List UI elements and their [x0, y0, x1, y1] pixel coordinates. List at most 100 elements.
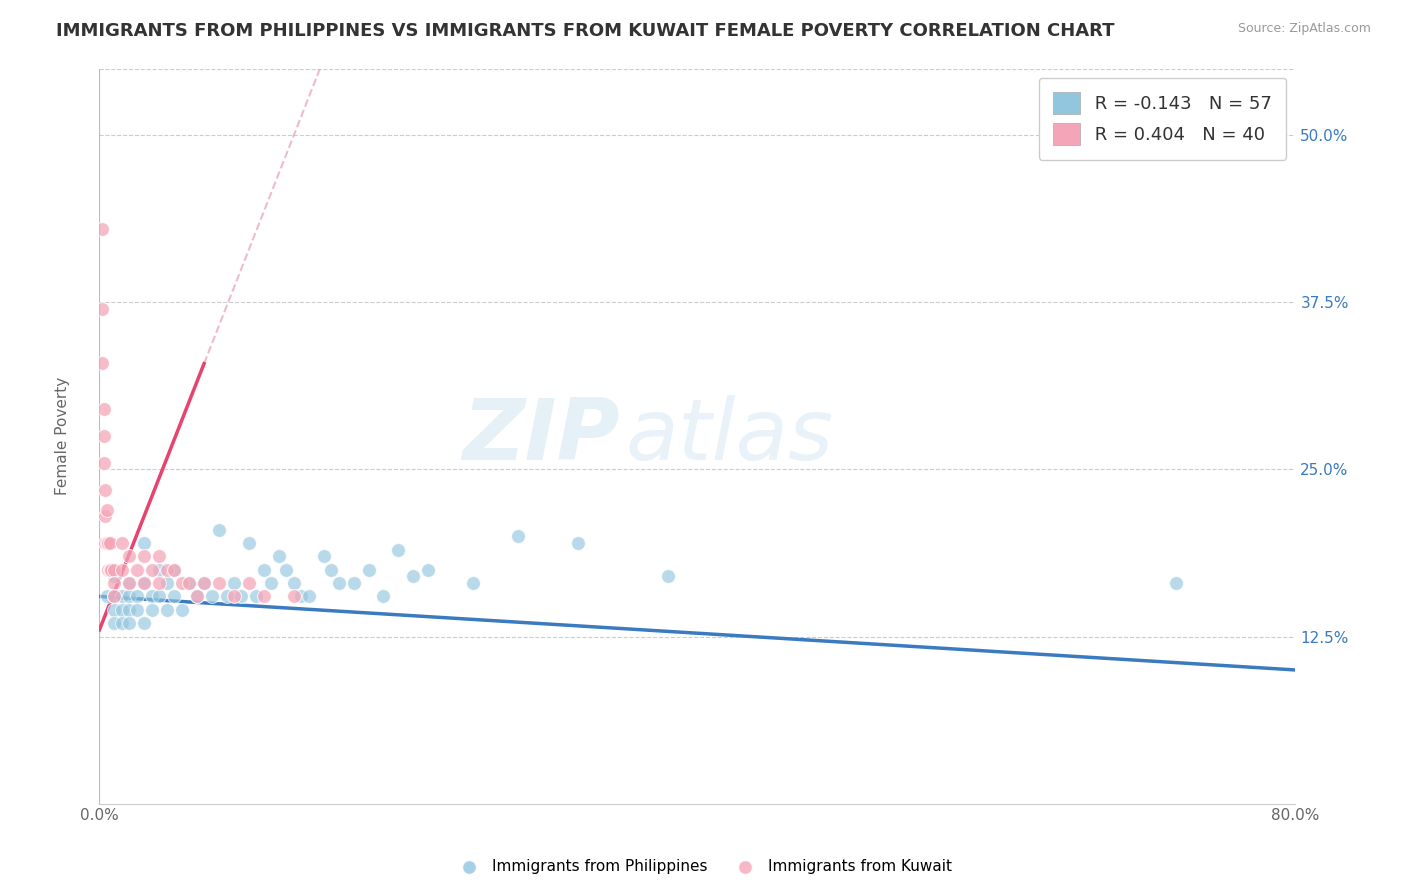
Point: [91, 302, 114, 317]
Point: [134, 576, 156, 591]
Point: [179, 576, 201, 591]
Point: [193, 576, 215, 591]
Point: [94, 483, 117, 497]
Point: [357, 563, 380, 577]
Point: [186, 590, 208, 604]
Point: [312, 549, 335, 564]
Point: [111, 536, 134, 550]
Point: [402, 569, 425, 583]
Point: [118, 616, 141, 631]
Point: [93, 429, 115, 443]
Point: [125, 603, 148, 617]
Point: [118, 590, 141, 604]
Point: [134, 549, 156, 564]
Point: [96, 502, 118, 516]
Point: [118, 576, 141, 591]
Point: [97, 563, 120, 577]
Point: [245, 590, 267, 604]
Point: [103, 590, 125, 604]
Point: [506, 529, 529, 543]
Text: Source: ZipAtlas.com: Source: ZipAtlas.com: [1237, 22, 1371, 36]
Point: [141, 590, 163, 604]
Point: [657, 569, 679, 583]
Text: IMMIGRANTS FROM PHILIPPINES VS IMMIGRANTS FROM KUWAIT FEMALE POVERTY CORRELATION: IMMIGRANTS FROM PHILIPPINES VS IMMIGRANT…: [56, 22, 1115, 40]
Point: [103, 576, 125, 591]
Point: [97, 536, 120, 550]
Point: [156, 576, 179, 591]
Point: [156, 603, 179, 617]
Point: [100, 563, 122, 577]
Point: [98, 536, 121, 550]
Point: [141, 563, 163, 577]
Point: [208, 576, 231, 591]
Point: [298, 590, 321, 604]
Point: [387, 542, 409, 557]
Point: [267, 549, 290, 564]
Point: [238, 536, 260, 550]
Point: [103, 569, 125, 583]
Point: [170, 603, 193, 617]
Point: [103, 616, 125, 631]
Point: [94, 509, 117, 524]
Point: [179, 576, 201, 591]
Point: [91, 222, 114, 236]
Point: [96, 590, 118, 604]
Point: [342, 576, 364, 591]
Point: [134, 616, 156, 631]
Point: [163, 563, 186, 577]
Point: [141, 603, 163, 617]
Point: [253, 563, 276, 577]
Point: [238, 576, 260, 591]
Point: [125, 590, 148, 604]
Text: Female Poverty: Female Poverty: [55, 377, 69, 495]
Point: [96, 536, 118, 550]
Point: [134, 576, 156, 591]
Point: [283, 576, 305, 591]
Point: [103, 590, 125, 604]
Point: [103, 563, 125, 577]
Point: [290, 590, 312, 604]
Point: [170, 576, 193, 591]
Point: [111, 563, 134, 577]
Point: [463, 576, 485, 591]
Point: [222, 590, 245, 604]
Point: [118, 603, 141, 617]
Point: [118, 576, 141, 591]
Point: [148, 563, 170, 577]
Point: [328, 576, 350, 591]
Point: [134, 536, 156, 550]
Point: [93, 402, 115, 417]
Point: [253, 590, 276, 604]
Point: [186, 590, 208, 604]
Point: [260, 576, 283, 591]
Text: ZIP: ZIP: [463, 394, 620, 477]
Point: [91, 355, 114, 369]
Legend:  R = -0.143   N = 57,  R = 0.404   N = 40: R = -0.143 N = 57, R = 0.404 N = 40: [1039, 78, 1286, 160]
Point: [156, 563, 179, 577]
Point: [148, 576, 170, 591]
Point: [321, 563, 343, 577]
Point: [200, 590, 222, 604]
Point: [373, 590, 395, 604]
Point: [111, 603, 134, 617]
Point: [148, 590, 170, 604]
Point: [283, 590, 305, 604]
Legend: Immigrants from Philippines, Immigrants from Kuwait: Immigrants from Philippines, Immigrants …: [447, 853, 959, 880]
Point: [111, 616, 134, 631]
Point: [1164, 576, 1187, 591]
Point: [118, 549, 141, 564]
Point: [163, 563, 186, 577]
Point: [208, 523, 231, 537]
Point: [125, 563, 148, 577]
Point: [222, 576, 245, 591]
Point: [567, 536, 589, 550]
Point: [111, 590, 134, 604]
Point: [103, 603, 125, 617]
Text: atlas: atlas: [626, 394, 834, 477]
Point: [276, 563, 298, 577]
Point: [163, 590, 186, 604]
Point: [148, 549, 170, 564]
Point: [418, 563, 440, 577]
Point: [98, 563, 121, 577]
Point: [94, 536, 117, 550]
